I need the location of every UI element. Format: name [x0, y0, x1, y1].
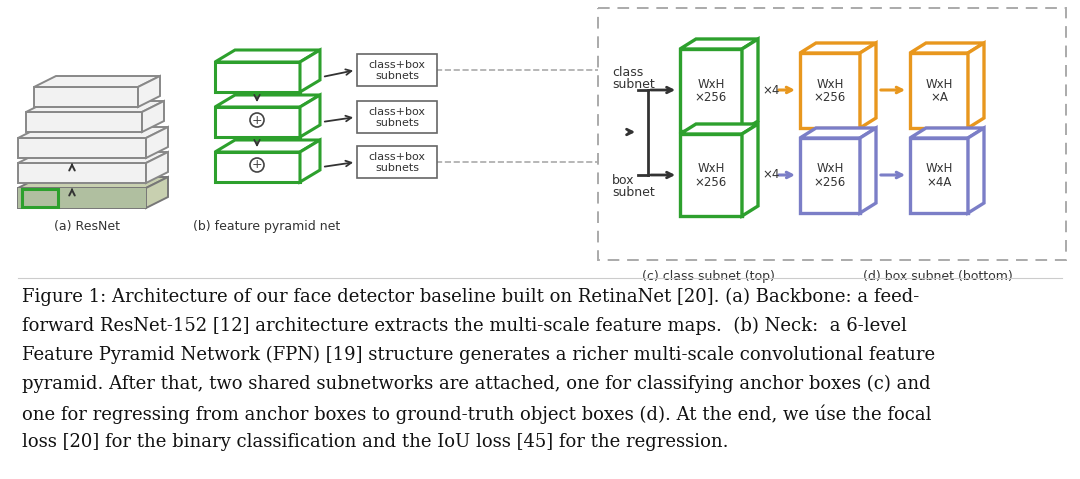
Polygon shape: [215, 62, 300, 92]
Text: ×256: ×256: [694, 175, 727, 189]
FancyBboxPatch shape: [357, 146, 437, 178]
Polygon shape: [215, 95, 320, 107]
Text: ×256: ×256: [814, 91, 846, 103]
Text: Figure 1: Architecture of our face detector baseline built on RetinaNet [20]. (a: Figure 1: Architecture of our face detec…: [22, 288, 919, 306]
Text: subnets: subnets: [375, 163, 419, 173]
Text: ×A: ×A: [930, 91, 948, 103]
Polygon shape: [18, 188, 146, 208]
Text: subnet: subnet: [612, 186, 654, 199]
Polygon shape: [18, 152, 168, 163]
Polygon shape: [146, 127, 168, 158]
Text: box: box: [612, 174, 635, 187]
Polygon shape: [146, 152, 168, 183]
Circle shape: [249, 113, 264, 127]
Polygon shape: [18, 188, 146, 208]
Text: WxH: WxH: [926, 78, 953, 91]
Polygon shape: [968, 128, 984, 213]
Polygon shape: [910, 43, 984, 53]
Text: +: +: [252, 114, 262, 126]
Polygon shape: [300, 50, 320, 92]
Polygon shape: [138, 76, 160, 107]
FancyBboxPatch shape: [357, 54, 437, 86]
Text: ×4: ×4: [762, 169, 780, 182]
Polygon shape: [300, 95, 320, 137]
Polygon shape: [910, 53, 968, 128]
Polygon shape: [146, 177, 168, 208]
Polygon shape: [18, 138, 146, 158]
Polygon shape: [968, 43, 984, 128]
Text: class+box: class+box: [368, 107, 426, 117]
Polygon shape: [215, 140, 320, 152]
Polygon shape: [26, 101, 164, 112]
Polygon shape: [680, 124, 758, 134]
Bar: [22, 189, 58, 207]
Text: one for regressing from anchor boxes to ground-truth object boxes (d). At the en: one for regressing from anchor boxes to …: [22, 404, 931, 423]
Polygon shape: [910, 138, 968, 213]
Polygon shape: [215, 107, 300, 137]
Polygon shape: [141, 101, 164, 132]
Text: subnets: subnets: [375, 118, 419, 128]
Text: ×4A: ×4A: [927, 175, 951, 189]
Text: (a) ResNet: (a) ResNet: [54, 220, 120, 233]
Polygon shape: [18, 127, 168, 138]
Polygon shape: [680, 134, 742, 216]
Polygon shape: [742, 39, 758, 131]
Polygon shape: [300, 140, 320, 182]
Polygon shape: [800, 53, 860, 128]
Text: WxH: WxH: [926, 162, 953, 175]
Polygon shape: [800, 128, 876, 138]
Polygon shape: [680, 39, 758, 49]
Polygon shape: [860, 43, 876, 128]
Polygon shape: [18, 177, 168, 188]
Text: WxH: WxH: [816, 162, 843, 175]
FancyBboxPatch shape: [357, 101, 437, 133]
Text: ×256: ×256: [694, 91, 727, 103]
Polygon shape: [800, 43, 876, 53]
Polygon shape: [26, 112, 141, 132]
Circle shape: [249, 158, 264, 172]
Text: (d) box subnet (bottom): (d) box subnet (bottom): [863, 270, 1013, 283]
Text: +: +: [252, 159, 262, 171]
Text: ×4: ×4: [762, 83, 780, 96]
Polygon shape: [33, 87, 138, 107]
Text: ×256: ×256: [814, 175, 846, 189]
Polygon shape: [215, 152, 300, 182]
Polygon shape: [860, 128, 876, 213]
Text: pyramid. After that, two shared subnetworks are attached, one for classifying an: pyramid. After that, two shared subnetwo…: [22, 375, 931, 393]
Polygon shape: [800, 138, 860, 213]
Bar: [598, 8, 1066, 260]
Polygon shape: [215, 50, 320, 62]
Polygon shape: [33, 76, 160, 87]
Text: class: class: [612, 66, 644, 79]
Text: subnet: subnet: [612, 78, 654, 91]
Text: class+box: class+box: [368, 152, 426, 162]
Polygon shape: [18, 163, 146, 183]
Text: (b) feature pyramid net: (b) feature pyramid net: [193, 220, 340, 233]
Text: loss [20] for the binary classification and the IoU loss [45] for the regression: loss [20] for the binary classification …: [22, 433, 729, 451]
Text: WxH: WxH: [816, 78, 843, 91]
Text: Feature Pyramid Network (FPN) [19] structure generates a richer multi-scale conv: Feature Pyramid Network (FPN) [19] struc…: [22, 346, 935, 364]
Polygon shape: [680, 49, 742, 131]
Text: forward ResNet-152 [12] architecture extracts the multi-scale feature maps.  (b): forward ResNet-152 [12] architecture ext…: [22, 317, 907, 335]
Text: WxH: WxH: [698, 78, 725, 91]
Text: class+box: class+box: [368, 60, 426, 70]
Text: (c) class subnet (top): (c) class subnet (top): [642, 270, 774, 283]
Polygon shape: [910, 128, 984, 138]
Text: subnets: subnets: [375, 71, 419, 81]
Polygon shape: [742, 124, 758, 216]
Text: WxH: WxH: [698, 162, 725, 175]
